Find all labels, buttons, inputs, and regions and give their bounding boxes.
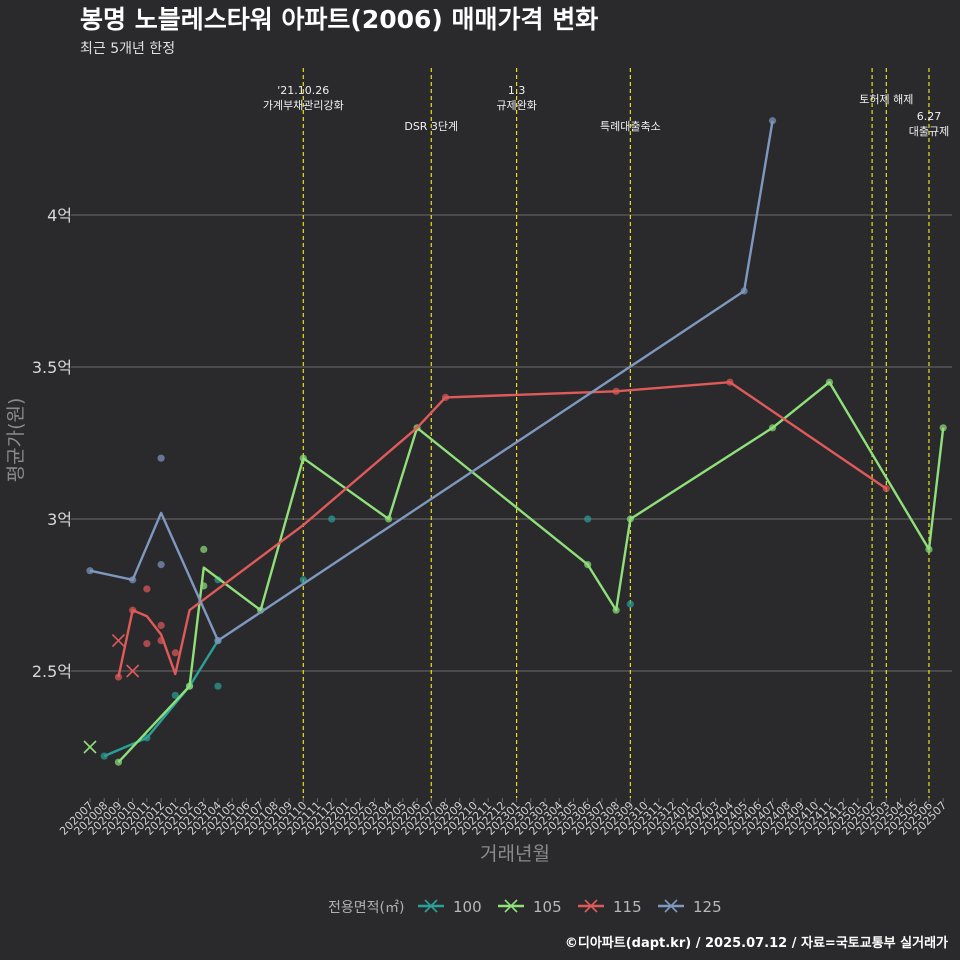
data-point: [200, 545, 208, 554]
cross-stroke: [111, 634, 126, 648]
y-tick-label: 3억: [47, 510, 72, 529]
legend-item-115: 115: [578, 898, 642, 916]
data-point: [171, 649, 179, 657]
event-annotation: 규제완화: [496, 99, 536, 112]
legend-label: 115: [613, 898, 642, 916]
y-tick-label: 4억: [47, 206, 72, 225]
legend-label: 125: [693, 898, 722, 916]
x-axis-ticks: 2020072020082020092020102020112020122021…: [57, 798, 949, 838]
cross-stroke: [424, 899, 438, 913]
cross-stroke: [126, 664, 140, 678]
data-point: [584, 515, 592, 523]
event-annotation: 특례대출축소: [600, 120, 661, 133]
data-point: [114, 673, 123, 681]
event-lines: [302, 68, 930, 798]
legend-swatch-cross: [504, 899, 518, 913]
chart-caption: ©디아파트(dapt.kr) / 2025.07.12 / 자료=국토교통부 실…: [565, 935, 948, 951]
data-point: [157, 621, 165, 630]
legend-swatch-cross: [424, 899, 438, 913]
event-annotation: 6.27: [917, 110, 942, 123]
series-115: [111, 378, 890, 681]
data-point: [143, 640, 151, 648]
legend-item-100: 100: [418, 898, 482, 916]
data-point: [939, 424, 947, 432]
data-cross: [111, 634, 126, 648]
legend-swatch-cross: [664, 899, 678, 913]
series-line: [103, 639, 219, 758]
y-tick-label: 2.5억: [32, 662, 72, 681]
legend-item-125: 125: [658, 898, 722, 916]
event-annotation: 토허제 해제: [859, 92, 913, 106]
legend-label: 100: [453, 898, 482, 916]
legend-label: 105: [533, 898, 562, 916]
series-line: [89, 120, 774, 642]
event-annotation: 대출규제: [909, 125, 949, 138]
y-tick-label: 3.5억: [32, 358, 72, 377]
data-point: [214, 682, 222, 690]
series-100: [100, 515, 634, 760]
data-point: [768, 117, 777, 125]
event-annotation: DSR 3단계: [404, 120, 458, 133]
cross-stroke: [584, 899, 598, 913]
cross-stroke: [504, 899, 518, 913]
series-line: [117, 381, 887, 678]
cross-stroke: [83, 740, 97, 754]
legend-swatch-cross: [584, 899, 598, 913]
event-annotation: '21.10.26: [277, 84, 329, 97]
series-125: [86, 117, 777, 645]
series-layer: [83, 117, 947, 766]
chart-title: 봉명 노블레스타워 아파트(2006) 매매가격 변화: [80, 5, 598, 34]
series-105: [83, 378, 947, 766]
data-cross: [83, 740, 97, 754]
y-axis-label: 평균가(원): [5, 398, 27, 483]
data-point: [626, 600, 634, 608]
series-line: [117, 381, 945, 764]
event-annotation: 가계부채관리강화: [263, 99, 344, 112]
data-point: [157, 454, 165, 462]
legend-title: 전용면적(㎡): [328, 900, 404, 916]
data-cross: [126, 664, 140, 678]
data-point: [171, 691, 179, 699]
event-annotation: 1.3: [508, 84, 526, 97]
data-point: [143, 585, 151, 593]
grid-lines: [76, 214, 952, 672]
data-point: [328, 515, 336, 523]
data-point: [157, 561, 165, 569]
chart-subtitle: 최근 5개년 한정: [80, 41, 175, 57]
cross-stroke: [664, 899, 678, 913]
legend: 전용면적(㎡) 100 105 115 125: [328, 898, 722, 916]
legend-item-105: 105: [498, 898, 562, 916]
y-axis-ticks: 2.5억 3억 3.5억 4억: [32, 206, 76, 681]
x-axis-label: 거래년월: [480, 843, 550, 865]
